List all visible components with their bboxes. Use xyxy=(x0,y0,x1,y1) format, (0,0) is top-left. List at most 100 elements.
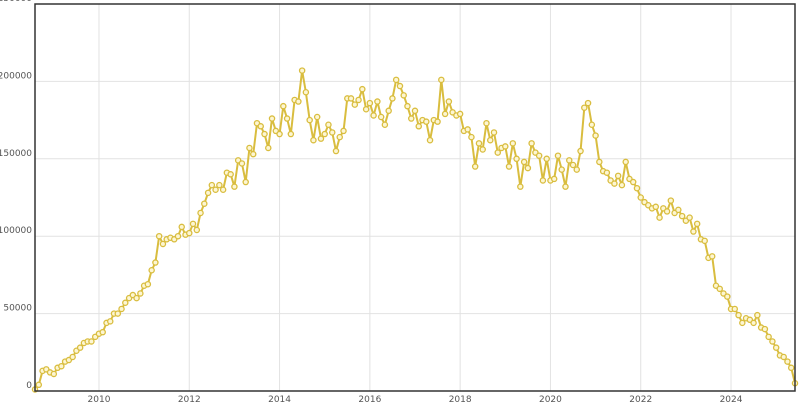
point xyxy=(310,136,317,144)
point xyxy=(148,267,155,274)
point xyxy=(261,130,268,138)
point xyxy=(543,155,550,163)
point xyxy=(528,140,535,147)
point xyxy=(76,344,84,351)
point xyxy=(212,186,219,194)
point xyxy=(584,99,592,107)
point xyxy=(216,181,223,189)
y-tick-label: 150000 xyxy=(0,149,32,159)
point xyxy=(509,140,517,147)
point xyxy=(618,181,626,189)
point xyxy=(276,130,283,138)
point xyxy=(787,364,795,372)
point xyxy=(475,140,483,147)
point xyxy=(69,353,76,361)
point xyxy=(351,101,359,108)
point xyxy=(50,370,58,378)
point xyxy=(404,102,411,110)
point xyxy=(502,143,509,150)
point xyxy=(667,197,675,204)
plot xyxy=(31,67,799,393)
point xyxy=(566,157,573,164)
point xyxy=(389,95,396,102)
point xyxy=(347,95,355,102)
y-tick-label: 200000 xyxy=(0,71,32,81)
point xyxy=(423,118,430,125)
x-tick-label: 2020 xyxy=(539,395,562,405)
point xyxy=(731,305,739,313)
point xyxy=(663,208,671,215)
point xyxy=(377,113,385,121)
point xyxy=(622,158,629,166)
point xyxy=(678,212,686,220)
point xyxy=(708,253,716,260)
point xyxy=(133,294,140,302)
point xyxy=(159,240,167,248)
x-tick-label: 2018 xyxy=(449,395,472,405)
point xyxy=(268,115,276,122)
y-tick-label: 50000 xyxy=(3,304,32,314)
point xyxy=(535,152,543,159)
point xyxy=(784,358,791,365)
point xyxy=(513,155,520,163)
point xyxy=(400,92,407,99)
point xyxy=(633,184,641,192)
point xyxy=(569,161,577,169)
point xyxy=(652,203,660,211)
point xyxy=(152,259,159,266)
point xyxy=(313,113,321,121)
point xyxy=(280,102,287,110)
point xyxy=(716,285,723,293)
point xyxy=(197,209,204,217)
point xyxy=(231,183,238,190)
x-tick-label: 2010 xyxy=(88,395,111,405)
point xyxy=(227,171,234,178)
point xyxy=(426,136,434,144)
point xyxy=(505,163,513,170)
point xyxy=(302,88,310,96)
y-tick-label: 0 xyxy=(26,381,32,391)
y-tick-label: 100000 xyxy=(0,226,32,236)
point xyxy=(562,183,569,190)
point xyxy=(487,136,494,144)
point xyxy=(374,98,381,105)
point xyxy=(58,362,65,370)
point xyxy=(517,183,524,190)
y-tick-label: 250000 xyxy=(0,0,32,4)
grid xyxy=(35,3,795,392)
point xyxy=(629,178,637,186)
point xyxy=(765,333,772,341)
point xyxy=(370,112,377,119)
point xyxy=(35,381,43,389)
point xyxy=(524,164,532,172)
point xyxy=(761,325,769,333)
point xyxy=(144,280,152,288)
point xyxy=(385,107,392,115)
point xyxy=(445,98,453,105)
point xyxy=(415,123,422,130)
point xyxy=(265,144,272,152)
point xyxy=(656,214,663,221)
point xyxy=(107,318,114,325)
point xyxy=(739,319,746,327)
point xyxy=(411,107,419,115)
point xyxy=(88,338,95,345)
point xyxy=(675,206,682,214)
point xyxy=(362,106,370,113)
point xyxy=(750,319,757,327)
x-tick-label: 2016 xyxy=(358,395,381,405)
x-tick-label: 2014 xyxy=(268,395,291,405)
x-tick-label: 2024 xyxy=(720,395,743,405)
point xyxy=(550,175,558,183)
point xyxy=(306,116,313,124)
point xyxy=(581,104,588,111)
point xyxy=(490,129,498,136)
point xyxy=(295,98,302,105)
point xyxy=(242,178,249,186)
point xyxy=(693,220,701,228)
point xyxy=(408,115,415,122)
point xyxy=(336,133,343,141)
line xyxy=(34,69,796,391)
